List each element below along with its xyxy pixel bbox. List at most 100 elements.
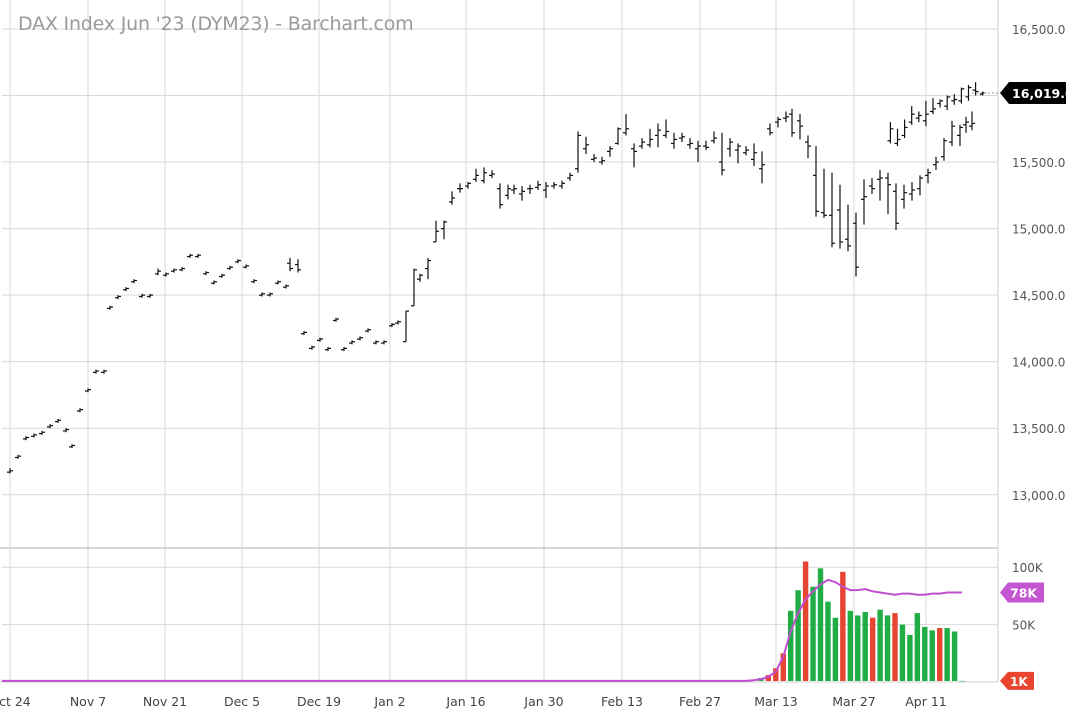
ohlc-bar [767, 123, 773, 136]
ohlc-bar [519, 186, 525, 201]
ohlc-bar [349, 340, 355, 345]
ohlc-bar [441, 220, 447, 240]
x-tick-label: Apr 11 [905, 694, 947, 709]
volume-bar [937, 628, 943, 681]
ohlc-bar [115, 295, 121, 300]
ohlc-bar [267, 292, 273, 297]
last-volume-label-bg [1000, 671, 1034, 690]
ohlc-bar [381, 340, 387, 345]
y-tick-label: 15,000.0 [1012, 223, 1065, 237]
ohlc-bar [711, 131, 717, 144]
ohlc-bar [789, 108, 795, 137]
ohlc-bar [958, 87, 965, 104]
ohlc-bar [671, 132, 677, 149]
ohlc-bar [473, 168, 479, 183]
volume-bar [884, 615, 891, 681]
volume-moving-average-line [2, 578, 963, 682]
volume-y-tick-label: 100K [1012, 561, 1044, 575]
ohlc-bar [687, 138, 693, 149]
ohlc-bar [283, 284, 289, 289]
ohlc-bar [917, 175, 923, 196]
ohlc-bar [559, 180, 565, 189]
ohlc-bar [433, 220, 439, 243]
ohlc-bar [679, 132, 685, 143]
volume-bar [855, 615, 861, 681]
ohlc-bar [922, 100, 929, 127]
ohlc-bar [969, 111, 975, 131]
ohlc-bar [583, 136, 589, 155]
ohlc-bar [389, 323, 395, 328]
volume-bar [802, 561, 809, 681]
ohlc-bar [123, 287, 129, 292]
chart-title: DAX Index Jun '23 (DYM23) - Barchart.com [18, 13, 414, 35]
ohlc-bar [639, 138, 645, 149]
ohlc-bar [543, 182, 549, 198]
ohlc-bar [979, 91, 986, 96]
ohlc-bar [908, 106, 915, 125]
ohlc-bar [963, 116, 969, 133]
volume-ma-label: 78K [1010, 585, 1038, 600]
volume-bar [765, 675, 772, 681]
ohlc-bar [695, 140, 701, 163]
ohlc-bar [894, 128, 901, 147]
ohlc-bar [417, 273, 423, 282]
volume-bar [862, 611, 868, 681]
volume-bar [907, 634, 913, 681]
ohlc-bar [295, 259, 301, 273]
ohlc-bar [505, 184, 511, 200]
ohlc-bar [497, 183, 503, 209]
ohlc-bar [887, 122, 894, 144]
volume-bar [877, 609, 883, 681]
ohlc-bar [623, 114, 629, 136]
ohlc-bar [47, 424, 53, 429]
ohlc-bar [301, 331, 307, 336]
ohlc-bar [481, 167, 487, 184]
ohlc-bar [7, 468, 13, 474]
ohlc-bar [885, 172, 891, 214]
ohlc-bar [243, 264, 249, 269]
volume-bar [788, 610, 794, 681]
ohlc-bar [287, 257, 293, 272]
ohlc-bar [333, 317, 339, 322]
ohlc-bar [325, 347, 331, 352]
volume-bar [959, 680, 965, 682]
ohlc-bar [373, 340, 379, 345]
ohlc-bar [163, 272, 169, 277]
ohlc-bar [155, 268, 161, 276]
ohlc-bar [527, 184, 533, 194]
volume-y-tick-label: 50K [1012, 619, 1036, 633]
volume-bar [892, 613, 898, 681]
x-tick-label: Dec 5 [224, 694, 260, 709]
volume-bar [922, 626, 928, 681]
volume-bar [832, 617, 839, 681]
ohlc-bar [77, 408, 83, 413]
ohlc-bar [101, 369, 107, 374]
ohlc-bar [743, 146, 749, 156]
x-tick-label: Nov 7 [70, 694, 106, 709]
volume-bar [944, 628, 950, 681]
ohlc-bar [813, 146, 819, 217]
ohlc-bar [179, 267, 185, 272]
ohlc-bar [941, 138, 947, 161]
ohlc-bar [235, 259, 241, 264]
ohlc-bar [591, 154, 597, 163]
ohlc-bar [965, 84, 972, 101]
volume-bar [773, 668, 779, 681]
volume-bar [795, 590, 801, 681]
ohlc-bar [751, 143, 757, 167]
ohlc-bar [727, 138, 733, 157]
ohlc-bar [972, 82, 979, 96]
ohlc-bar [203, 271, 209, 276]
x-tick-label: Jan 2 [373, 694, 405, 709]
volume-bar [929, 630, 935, 681]
ohlc-bar [837, 184, 843, 249]
ohlc-bar [575, 131, 581, 173]
ohlc-bar [937, 99, 944, 108]
ohlc-bar [317, 337, 323, 342]
ohlc-bar [821, 168, 827, 218]
ohlc-bar [759, 151, 765, 184]
ohlc-bar [861, 179, 867, 225]
ohlc-bar [227, 265, 233, 270]
ohlc-bar [647, 128, 653, 148]
